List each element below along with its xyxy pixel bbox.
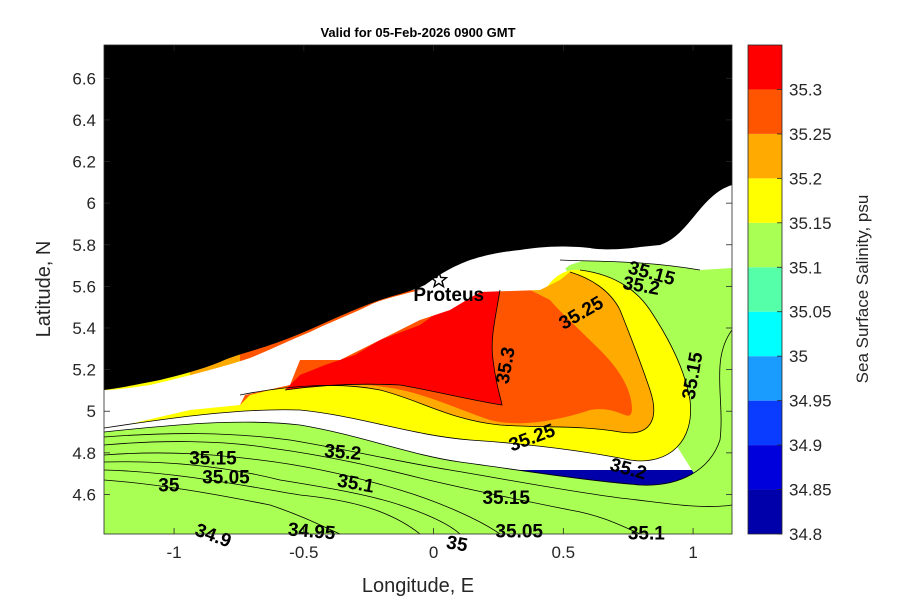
- x-tick-label: -1: [167, 543, 182, 562]
- y-tick-label: 4.6: [72, 485, 96, 504]
- colorbar-swatch: [748, 356, 782, 401]
- contour-label: 35: [445, 532, 470, 556]
- y-tick-label: 5.4: [72, 319, 96, 338]
- nodata-coastal-strip: [104, 185, 732, 430]
- colorbar-tick-label: 34.9: [789, 436, 822, 455]
- colorbar-tick-label: 34.85: [789, 481, 832, 500]
- plot-area: [104, 45, 732, 534]
- x-axis-label: Longitude, E: [362, 575, 474, 597]
- contour-label: 35.05: [495, 521, 543, 542]
- y-tick-label: 6.2: [72, 153, 96, 172]
- colorbar-tick-label: 35.1: [789, 258, 822, 277]
- colorbar-tick-label: 35.2: [789, 169, 822, 188]
- chart-title: Valid for 05-Feb-2026 0900 GMT: [320, 25, 515, 40]
- colorbar-swatch: [748, 267, 782, 312]
- x-tick-label: 0.5: [552, 543, 576, 562]
- band-35.15: [104, 260, 732, 534]
- x-tick-label: 0: [429, 543, 438, 562]
- contour-label: 35.15: [189, 449, 237, 470]
- y-tick-label: 6: [87, 194, 96, 213]
- y-tick-label: 5: [87, 402, 96, 421]
- y-tick-label: 6.6: [72, 69, 96, 88]
- station-marker: Proteus: [413, 270, 484, 306]
- y-axis: 4.6 4.8 5 5.2 5.4 5.6 5.8 6 6.2 6.4 6.6: [72, 69, 732, 504]
- y-tick-label: 5.6: [72, 277, 96, 296]
- colorbar-tick-label: 35.25: [789, 125, 832, 144]
- colorbar-swatch: [748, 311, 782, 357]
- contour-label: 35.05: [202, 467, 250, 488]
- contour-label: 35.2: [323, 441, 362, 465]
- colorbar-tick-label: 35: [789, 347, 808, 366]
- colorbar-tick-label: 35.15: [789, 214, 832, 233]
- colorbar-swatch: [748, 89, 782, 134]
- contour-label: 35.15: [482, 488, 530, 509]
- colorbar-tick-label: 35.05: [789, 303, 832, 322]
- y-tick-label: 4.8: [72, 444, 96, 463]
- contour-lines: [104, 259, 732, 534]
- colorbar-swatch: [748, 178, 782, 223]
- colorbar-swatch: [748, 222, 782, 268]
- colorbar-tick-label: 34.8: [789, 525, 822, 544]
- y-tick-label: 6.4: [72, 111, 96, 130]
- colorbar-label: Sea Surface Salinity, psu: [853, 195, 872, 384]
- land-mass: [104, 45, 732, 390]
- y-tick-label: 5.2: [72, 361, 96, 380]
- y-axis-label: Latitude, N: [33, 241, 55, 338]
- x-tick-label: -0.5: [289, 543, 318, 562]
- station-label: Proteus: [413, 285, 484, 306]
- colorbar: 34.8 34.85 34.9 34.95 35 35.05 35.1 35.15 35.2 35…: [747, 44, 832, 544]
- colorbar-swatch: [748, 45, 782, 90]
- band-35.35: [285, 290, 502, 405]
- colorbar-frame: [747, 44, 783, 535]
- colorbar-swatch: [748, 445, 782, 490]
- x-tick-label: 1: [688, 543, 697, 562]
- colorbar-swatch: [748, 489, 782, 534]
- colorbar-swatch: [748, 133, 782, 179]
- star-icon: [429, 270, 449, 289]
- contour-label: 35: [158, 476, 180, 497]
- plot-frame: [103, 44, 733, 535]
- colorbar-tick-label: 34.95: [789, 392, 832, 411]
- contour-label: 34.95: [287, 519, 337, 544]
- colorbar-tick-label: 35.3: [789, 80, 822, 99]
- y-tick-label: 5.8: [72, 236, 96, 255]
- colorbar-swatch: [748, 400, 782, 446]
- x-axis: -1 -0.5 0 0.5 1: [167, 45, 698, 562]
